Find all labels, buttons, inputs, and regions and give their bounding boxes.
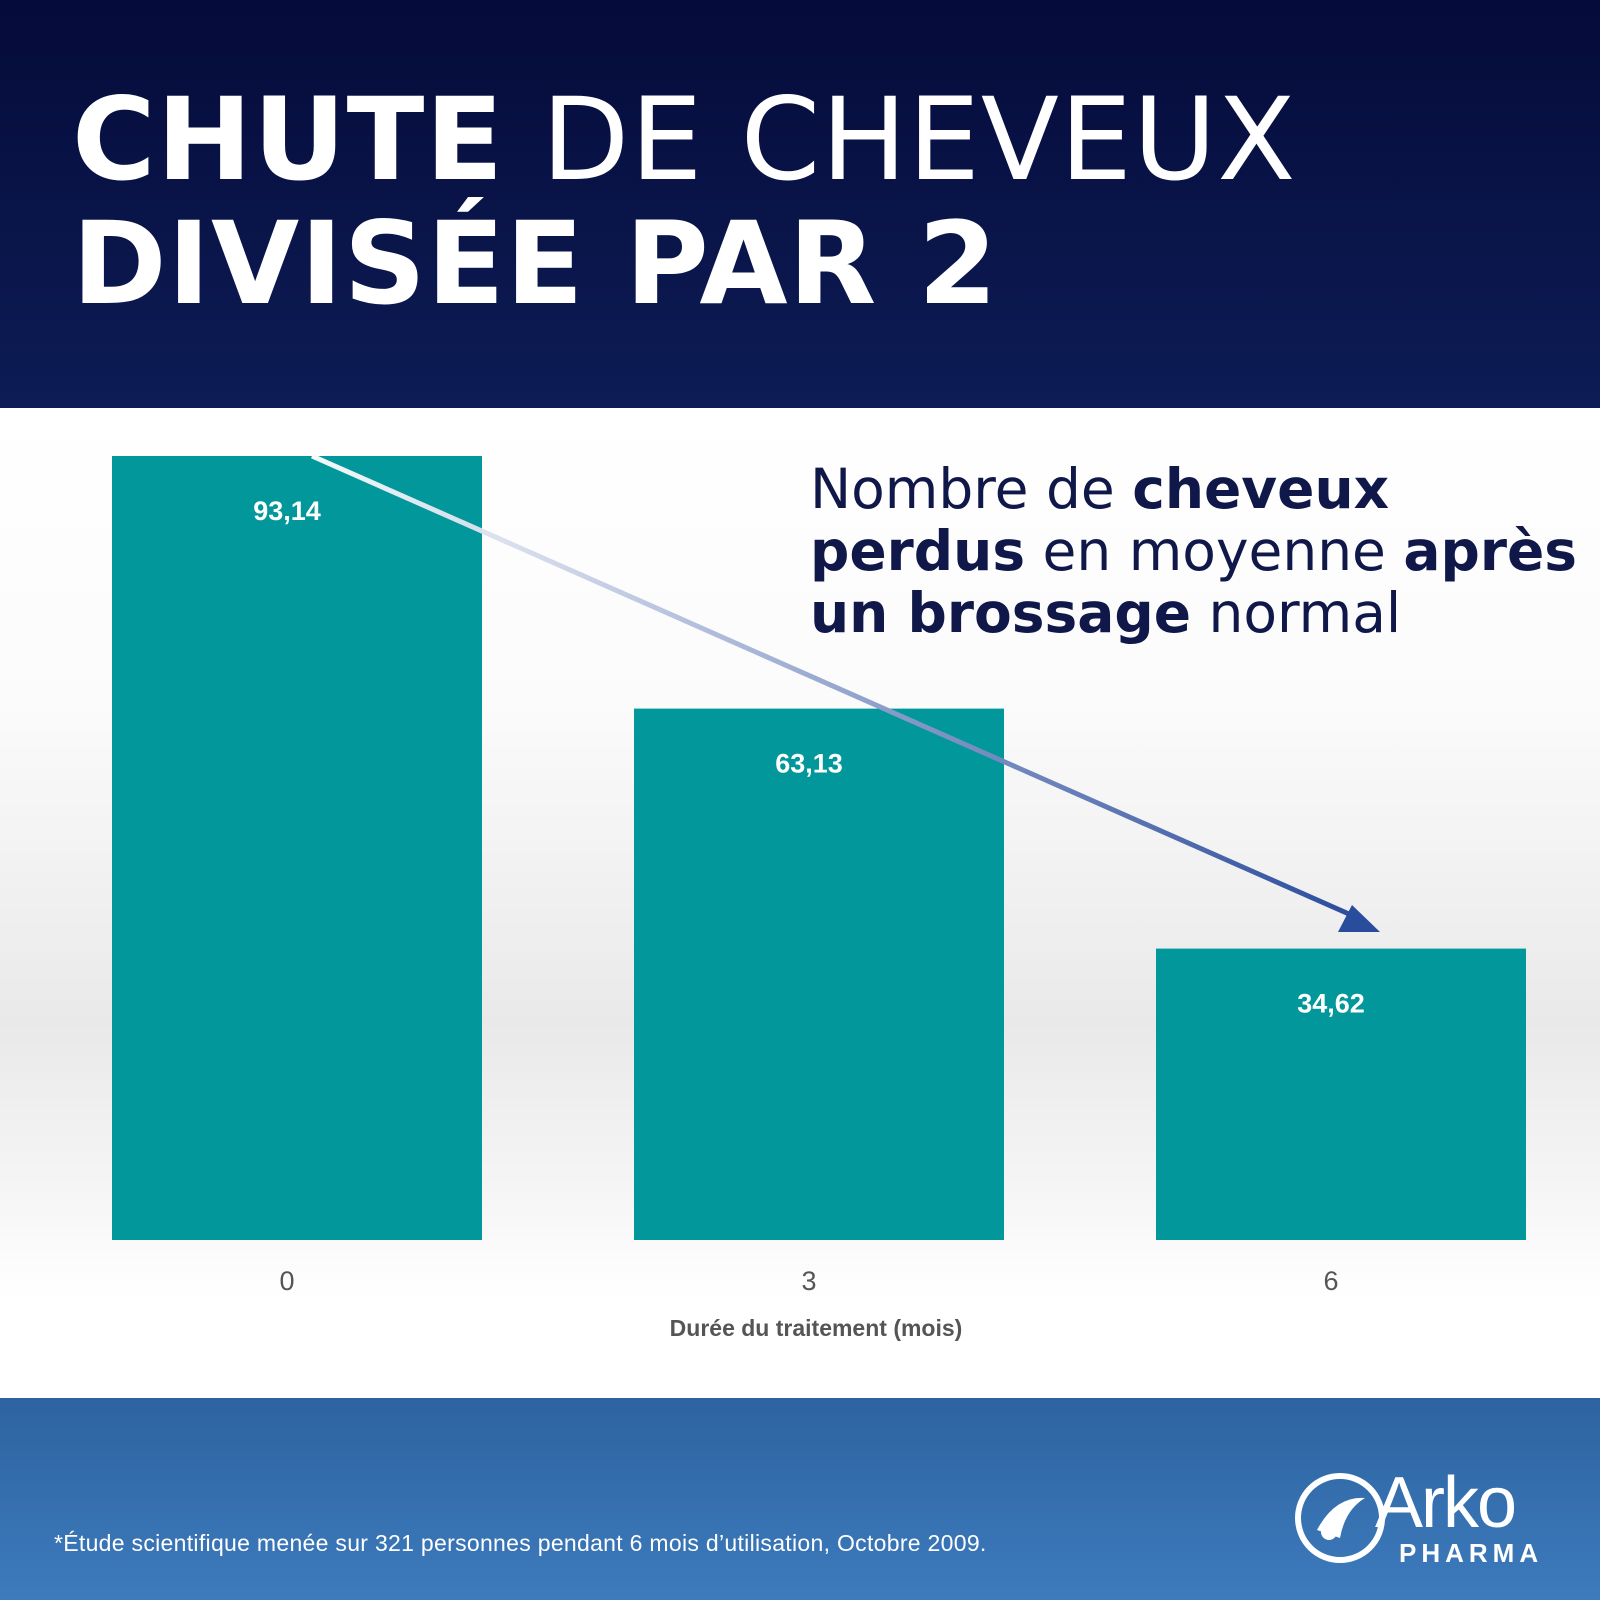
logo-wordmark: Arko <box>1375 1463 1517 1543</box>
subtitle-part-bold: après <box>1403 519 1578 583</box>
headline-line-1: CHUTE DE CHEVEUX <box>72 78 1296 202</box>
headline-bold-word: CHUTE <box>72 73 505 206</box>
headline: CHUTE DE CHEVEUX DIVISÉE PAR 2 <box>72 78 1296 326</box>
x-axis-label: Durée du traitement (mois) <box>670 1315 963 1341</box>
subtitle-part-bold: cheveux <box>1132 457 1390 521</box>
trend-arrow-line <box>310 453 1360 921</box>
subtitle-part-bold: perdus <box>810 519 1026 583</box>
bar-6 <box>1156 948 1526 1240</box>
x-tick-label-6: 6 <box>1323 1266 1338 1296</box>
x-tick-label-3: 3 <box>801 1266 816 1296</box>
data-label-3: 63,13 <box>775 749 843 779</box>
logo-subtitle: PHARMA <box>1399 1538 1544 1568</box>
footer-banner <box>0 1398 1600 1600</box>
chart-subtitle: Nombre de cheveux perdus en moyenne aprè… <box>810 458 1580 644</box>
header-banner: CHUTE DE CHEVEUX DIVISÉE PAR 2 <box>0 0 1600 408</box>
bar-chart: 93,14 0 63,13 3 34,62 6 Durée du traitement (m… <box>112 453 1526 1341</box>
subtitle-part: Nombre de <box>810 457 1133 521</box>
arko-logo-icon <box>1295 1473 1385 1563</box>
bar-0 <box>112 456 482 1240</box>
footnote: *Étude scientifique menée sur 321 person… <box>54 1530 987 1556</box>
subtitle-part: en moyenne <box>1025 519 1404 583</box>
data-label-0: 93,14 <box>253 496 321 526</box>
x-tick-label-0: 0 <box>279 1266 294 1296</box>
headline-line-2: DIVISÉE PAR 2 <box>72 197 999 330</box>
subtitle-part-bold: un brossage <box>810 581 1191 645</box>
bar-3 <box>634 708 1004 1240</box>
subtitle-part: normal <box>1191 581 1402 645</box>
arko-pharma-logo: Arko PHARMA <box>1295 1463 1565 1568</box>
data-label-6: 34,62 <box>1297 989 1365 1019</box>
headline-light-words: DE CHEVEUX <box>541 73 1297 206</box>
trend-arrow-head <box>1338 905 1380 932</box>
